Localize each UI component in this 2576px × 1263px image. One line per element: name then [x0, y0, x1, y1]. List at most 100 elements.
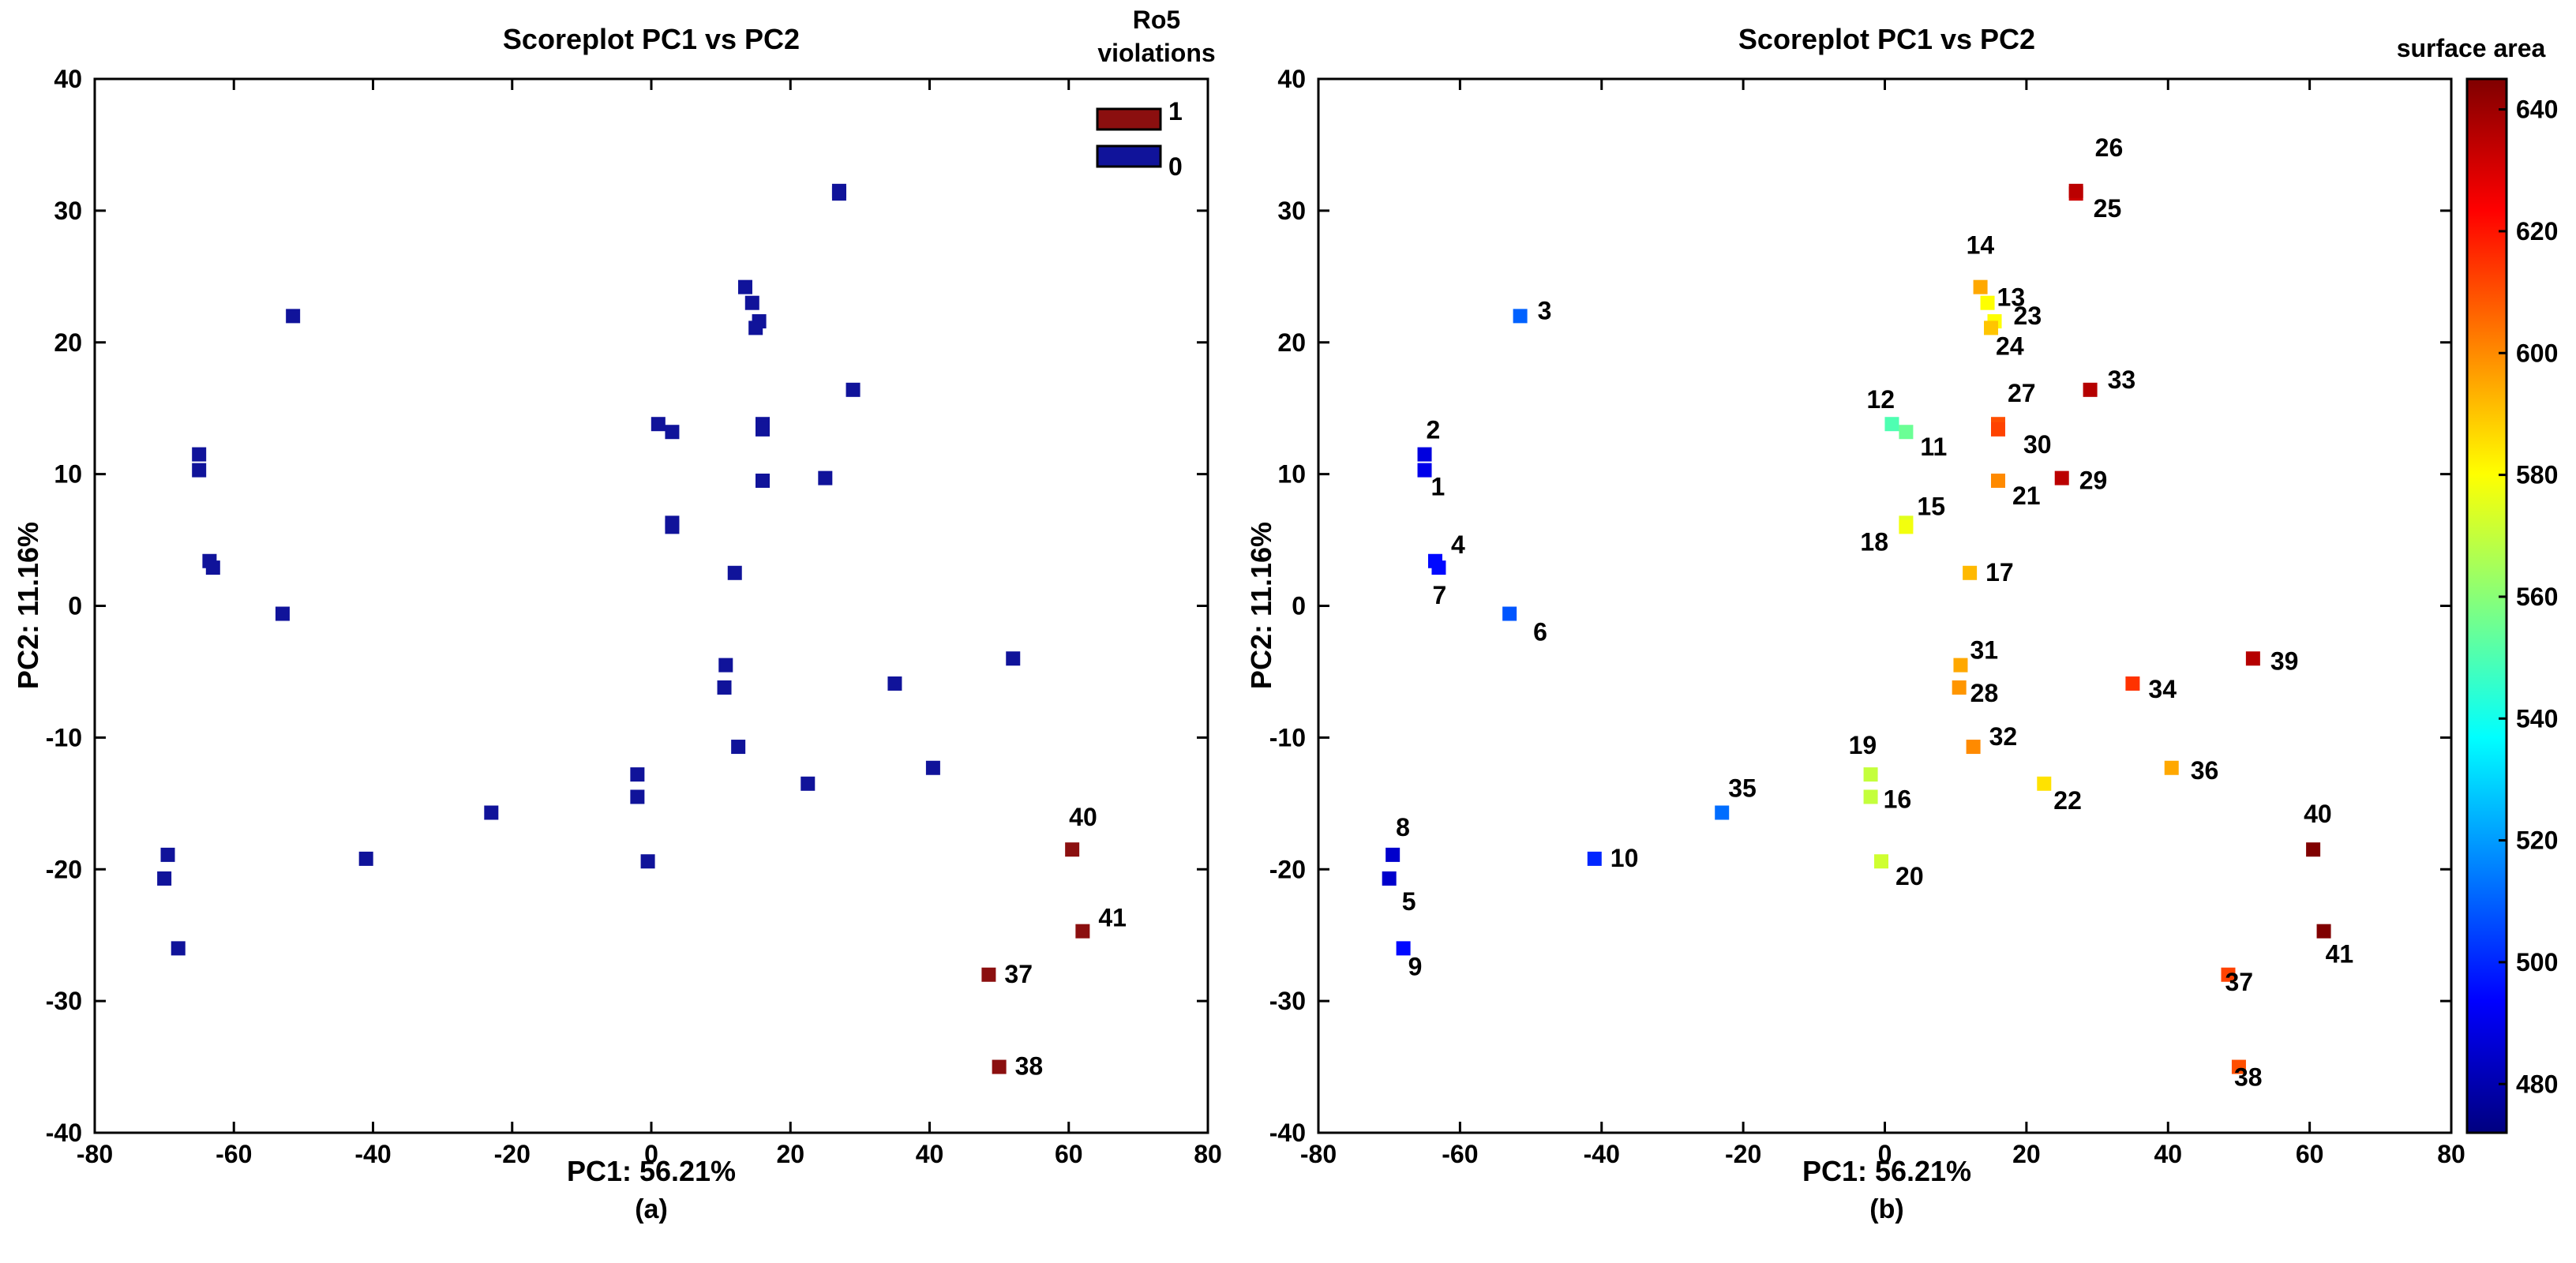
point-label: 26	[2095, 133, 2124, 162]
y-tick-label: 20	[54, 328, 82, 357]
panel-a-caption: (a)	[635, 1194, 668, 1224]
data-point	[358, 851, 373, 866]
point-label: 1	[1431, 473, 1445, 501]
data-point-36	[2164, 760, 2179, 775]
panel-b: Scoreplot PC1 vs PC2 -80 -60 -40 -20 0 20 40 60…	[1245, 23, 2558, 1224]
y-tick-label: 0	[1292, 592, 1306, 620]
data-point	[801, 776, 816, 791]
y-tick-label: 0	[68, 592, 82, 620]
data-point	[160, 847, 175, 862]
panel-a-xlabel: PC1: 56.21%	[567, 1155, 736, 1187]
data-point	[727, 565, 742, 580]
point-label: 40	[1069, 803, 1097, 831]
data-point-1	[1417, 463, 1432, 478]
y-tick-label: -40	[1269, 1119, 1306, 1147]
point-label: 5	[1402, 887, 1416, 916]
legend-label-violation: 1	[1168, 97, 1183, 126]
x-tick-label: 80	[2437, 1140, 2465, 1168]
data-point-35	[1715, 805, 1730, 820]
x-tick-label: 60	[1055, 1140, 1083, 1168]
data-point	[756, 422, 770, 437]
data-point	[630, 767, 645, 782]
panel-a-ylabel: PC2: 11.16%	[12, 522, 44, 689]
x-tick-label: 40	[916, 1140, 944, 1168]
data-point-3	[1513, 309, 1528, 324]
data-point	[192, 463, 207, 478]
point-label: 9	[1408, 952, 1423, 980]
colorbar-tick-label: 560	[2516, 583, 2558, 611]
point-label: 22	[2053, 786, 2082, 815]
data-point	[1065, 842, 1080, 857]
data-point	[831, 186, 846, 201]
colorbar-tick-label: 580	[2516, 461, 2558, 489]
colorbar-tick-label: 620	[2516, 217, 2558, 245]
panel-b-frame	[1317, 77, 2453, 1134]
data-point-19	[1863, 767, 1878, 782]
data-point	[484, 805, 499, 820]
point-label: 8	[1396, 813, 1410, 841]
data-point-40	[2306, 842, 2321, 857]
y-tick-label: -10	[1269, 723, 1306, 751]
point-label: 31	[1970, 636, 1998, 665]
data-point	[157, 871, 172, 886]
point-label: 20	[1895, 862, 1924, 890]
data-point-33	[2083, 382, 2098, 397]
data-point-7	[1431, 560, 1446, 575]
point-label: 39	[2270, 646, 2299, 675]
x-tick-label: -80	[77, 1140, 113, 1168]
data-point-26	[2068, 183, 2083, 198]
panel-a-points	[157, 183, 1090, 1074]
point-label: 28	[1970, 679, 1999, 707]
data-point	[640, 854, 655, 869]
x-tick-label: 0	[644, 1140, 658, 1168]
x-tick-label: -60	[1442, 1140, 1478, 1168]
point-label: 18	[1860, 527, 1888, 556]
data-point-17	[1963, 565, 1978, 580]
data-point-13	[1980, 295, 1995, 310]
point-label: 2	[1427, 416, 1441, 444]
point-label: 19	[1849, 731, 1877, 759]
colorbar-ticks: 480 500 520 540 560 580 600 620 640	[2499, 96, 2558, 1098]
legend-title-line2: violations	[1097, 39, 1215, 67]
y-tick-label: -10	[46, 723, 82, 751]
panel-b-caption: (b)	[1869, 1194, 1903, 1224]
panel-b-points	[1382, 183, 2331, 1074]
panel-b-point-labels: 1234567891011121314151617181920212223242…	[1396, 133, 2353, 1092]
point-label: 41	[2326, 940, 2354, 969]
panel-a-ticks: -80 -60 -40 -20 0 20 40 60 80-40-30-20-100102030…	[46, 65, 1222, 1168]
data-point	[887, 676, 902, 691]
point-label: 10	[1610, 844, 1639, 872]
panel-b-ticks: -80 -60 -40 -20 0 20 40 60 80 -40 -30 -20 -10 0 10 20 30…	[1269, 65, 2465, 1168]
data-point-10	[1587, 851, 1602, 866]
legend-swatch-none	[1096, 144, 1162, 168]
point-label: 37	[1004, 960, 1033, 988]
y-tick-label: 40	[54, 65, 82, 93]
data-point	[925, 760, 940, 775]
colorbar-tick-label: 520	[2516, 826, 2558, 855]
data-point	[756, 473, 770, 488]
point-label: 16	[1884, 785, 1912, 813]
data-point-38	[2231, 1059, 2246, 1074]
data-point	[992, 1059, 1007, 1074]
y-tick-label: -20	[1269, 855, 1306, 883]
data-point-32	[1966, 740, 1981, 755]
point-label: 41	[1098, 904, 1127, 932]
data-point-8	[1385, 847, 1400, 862]
panel-a: Scoreplot PC1 vs PC2 -80 -60 -40 -20 0 20 40 60…	[12, 6, 1222, 1224]
x-tick-label: 20	[776, 1140, 804, 1168]
data-point-16	[1863, 789, 1878, 804]
legend-swatch-violation	[1096, 107, 1162, 131]
x-tick-label: -40	[1584, 1140, 1620, 1168]
x-tick-label: 80	[1194, 1140, 1222, 1168]
data-point-11	[1899, 425, 1914, 440]
data-point	[744, 295, 759, 310]
colorbar-tick-label: 640	[2516, 96, 2558, 124]
point-label: 30	[2023, 430, 2052, 459]
colorbar-tick-label: 500	[2516, 948, 2558, 976]
point-label: 4	[1451, 530, 1465, 559]
x-tick-label: 60	[2296, 1140, 2324, 1168]
x-tick-label: -20	[1725, 1140, 1761, 1168]
data-point	[651, 417, 666, 432]
data-point	[981, 967, 996, 982]
y-tick-label: -30	[1269, 987, 1306, 1015]
